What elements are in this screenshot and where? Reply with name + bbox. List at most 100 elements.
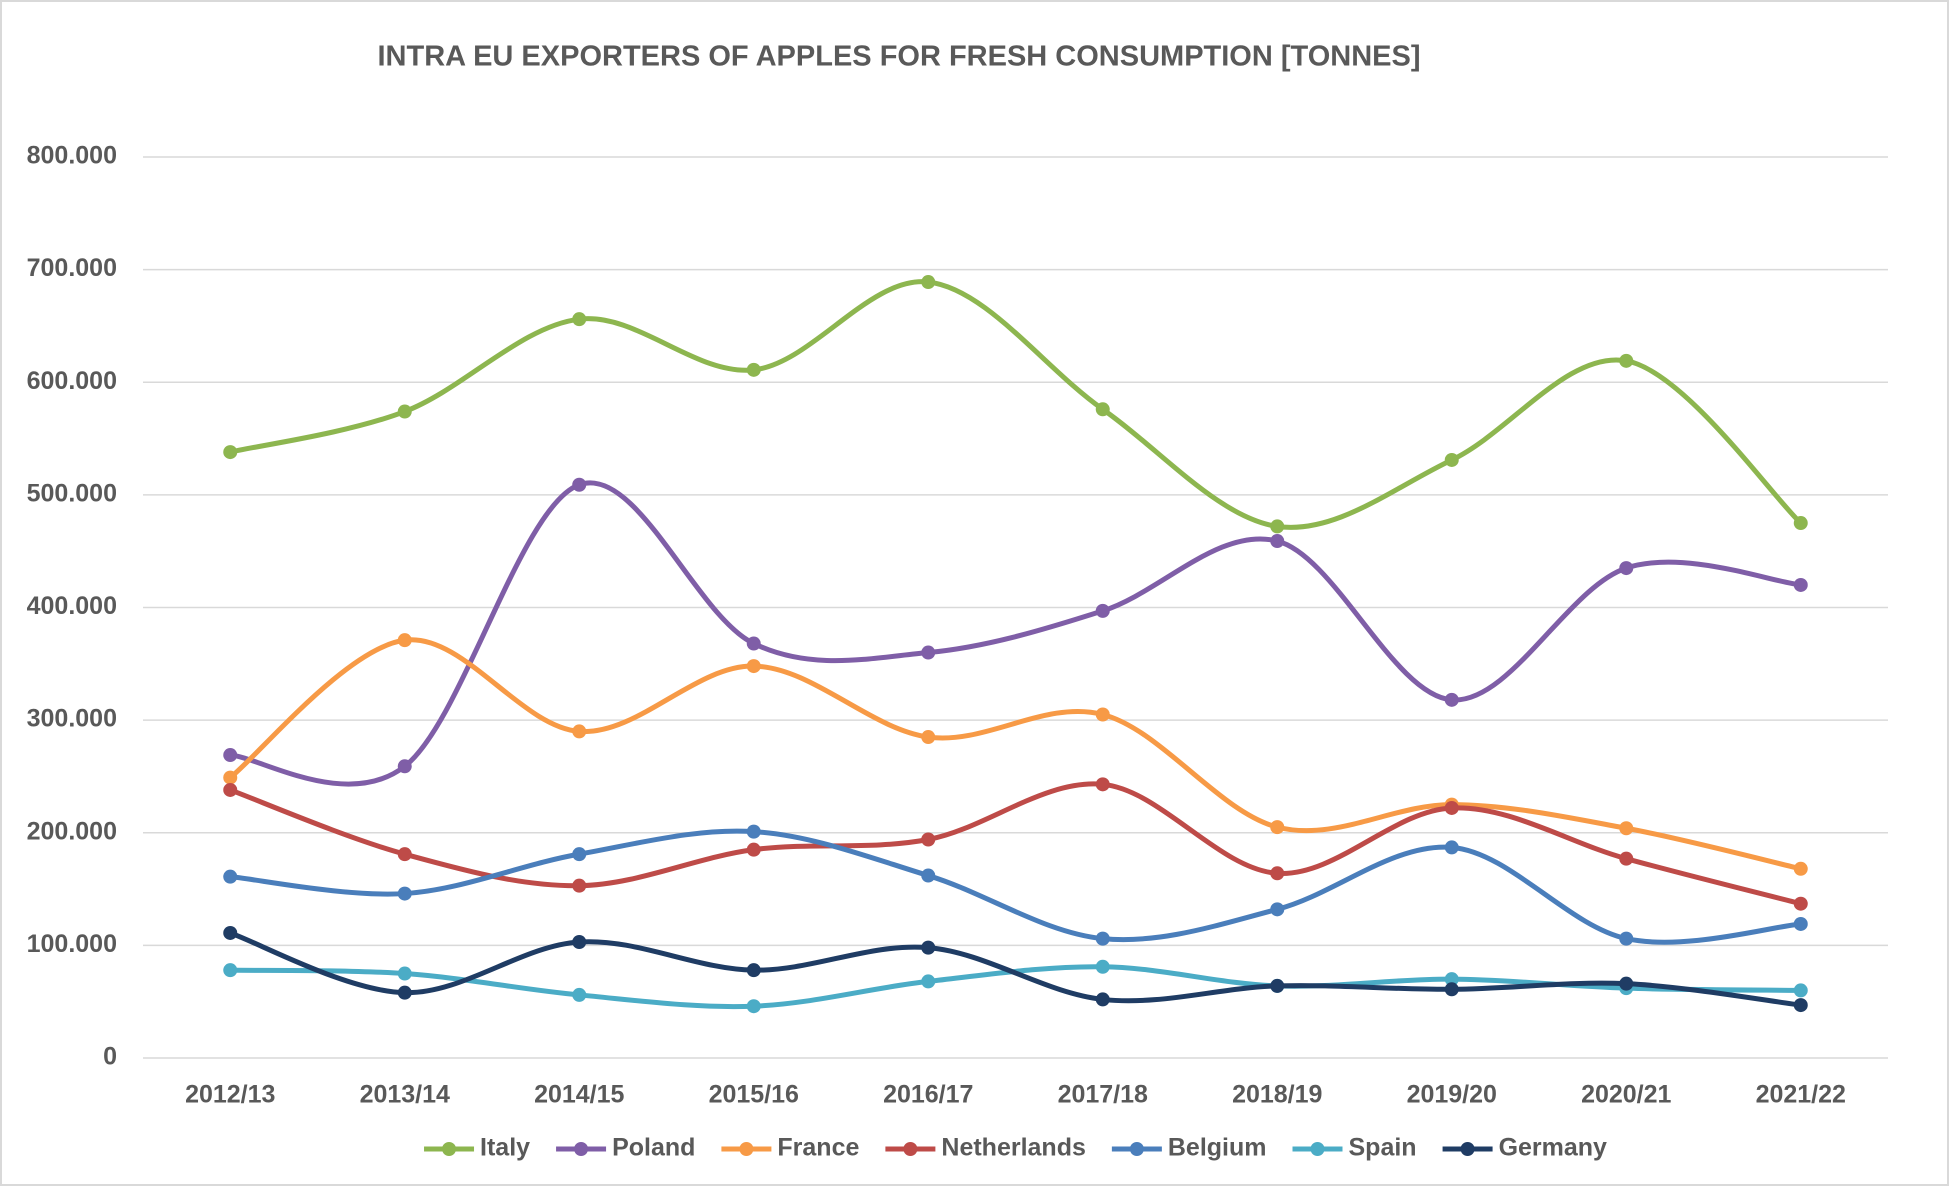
data-point — [746, 842, 761, 857]
legend-label: Poland — [612, 1134, 695, 1162]
x-tick-label: 2013/14 — [360, 1081, 450, 1109]
y-tick-label: 800.000 — [27, 142, 117, 170]
data-point — [1444, 692, 1459, 707]
data-point — [572, 987, 587, 1002]
data-point — [746, 824, 761, 839]
data-point — [572, 312, 587, 327]
data-point — [921, 868, 936, 883]
data-point — [397, 886, 412, 901]
legend-label: Belgium — [1168, 1134, 1267, 1162]
data-point — [223, 782, 238, 797]
y-tick-label: 600.000 — [27, 367, 117, 395]
data-point — [1619, 976, 1634, 991]
data-point — [1270, 519, 1285, 534]
x-tick-label: 2017/18 — [1058, 1081, 1148, 1109]
data-point — [921, 832, 936, 847]
data-point — [921, 645, 936, 660]
data-point — [746, 999, 761, 1014]
legend-marker — [1310, 1142, 1325, 1156]
y-tick-label: 400.000 — [27, 592, 117, 620]
x-tick-label: 2015/16 — [709, 1081, 799, 1109]
data-point — [1793, 983, 1808, 998]
series-line — [227, 828, 1804, 945]
data-point — [397, 404, 412, 419]
legend-label: Netherlands — [941, 1134, 1085, 1162]
data-point — [1270, 534, 1285, 549]
data-point — [1444, 800, 1459, 815]
data-point — [397, 847, 412, 862]
data-point — [1619, 821, 1634, 836]
data-point — [1444, 840, 1459, 855]
series-line — [227, 637, 1804, 872]
y-tick-label: 100.000 — [27, 930, 117, 958]
legend-marker — [1129, 1142, 1144, 1156]
series-line — [227, 480, 1804, 787]
data-point — [1095, 603, 1110, 618]
data-point — [223, 925, 238, 940]
data-point — [1270, 902, 1285, 917]
x-tick-label: 2019/20 — [1407, 1081, 1497, 1109]
data-point — [397, 985, 412, 1000]
legend-marker — [903, 1142, 918, 1156]
data-point — [223, 963, 238, 978]
data-point — [1793, 916, 1808, 931]
chart-title: INTRA EU EXPORTERS OF APPLES FOR FRESH C… — [378, 41, 1421, 73]
data-point — [1444, 452, 1459, 467]
data-point — [746, 659, 761, 674]
data-point — [223, 445, 238, 460]
legend-marker — [1460, 1142, 1475, 1156]
x-tick-label: 2014/15 — [534, 1081, 624, 1109]
data-point — [1444, 982, 1459, 997]
data-point — [1095, 707, 1110, 722]
data-point — [223, 748, 238, 763]
series-line — [227, 279, 1804, 530]
data-point — [1793, 516, 1808, 531]
legend-label: Spain — [1349, 1134, 1417, 1162]
data-point — [1793, 861, 1808, 876]
data-point — [1619, 353, 1634, 368]
y-tick-label: 200.000 — [27, 817, 117, 845]
data-point — [1793, 577, 1808, 592]
data-point — [1270, 866, 1285, 881]
data-point — [397, 966, 412, 981]
data-point — [1270, 820, 1285, 835]
x-tick-label: 2016/17 — [883, 1081, 973, 1109]
data-point — [572, 878, 587, 893]
data-point — [397, 633, 412, 648]
legend: Italy Poland France Netherlands Belgium Spain… — [424, 1134, 1607, 1162]
data-point — [746, 362, 761, 377]
x-tick-label: 2018/19 — [1232, 1081, 1322, 1109]
legend-marker — [442, 1142, 457, 1156]
x-tick-label: 2020/21 — [1581, 1081, 1671, 1109]
x-tick-label: 2021/22 — [1756, 1081, 1846, 1109]
y-tick-label: 500.000 — [27, 479, 117, 507]
x-tick-label: 2012/13 — [185, 1081, 275, 1109]
data-point — [397, 759, 412, 774]
data-point — [1095, 777, 1110, 792]
legend-marker — [739, 1142, 754, 1156]
y-tick-label: 300.000 — [27, 705, 117, 733]
data-point — [1619, 561, 1634, 576]
data-point — [1619, 931, 1634, 946]
legend-label: Germany — [1499, 1134, 1607, 1162]
data-point — [1095, 959, 1110, 974]
data-point — [572, 724, 587, 739]
y-tick-label: 0 — [103, 1043, 117, 1071]
data-point — [1095, 402, 1110, 417]
data-point — [1619, 851, 1634, 866]
data-point — [746, 963, 761, 978]
series-line — [227, 930, 1804, 1008]
data-point — [921, 974, 936, 989]
data-point — [1444, 972, 1459, 987]
data-point — [572, 477, 587, 492]
legend-label: Italy — [480, 1134, 530, 1162]
data-point — [921, 730, 936, 745]
data-point — [1095, 992, 1110, 1007]
data-point — [921, 275, 936, 290]
data-point — [223, 770, 238, 785]
data-point — [223, 869, 238, 884]
data-point — [1793, 896, 1808, 911]
data-point — [1793, 998, 1808, 1013]
